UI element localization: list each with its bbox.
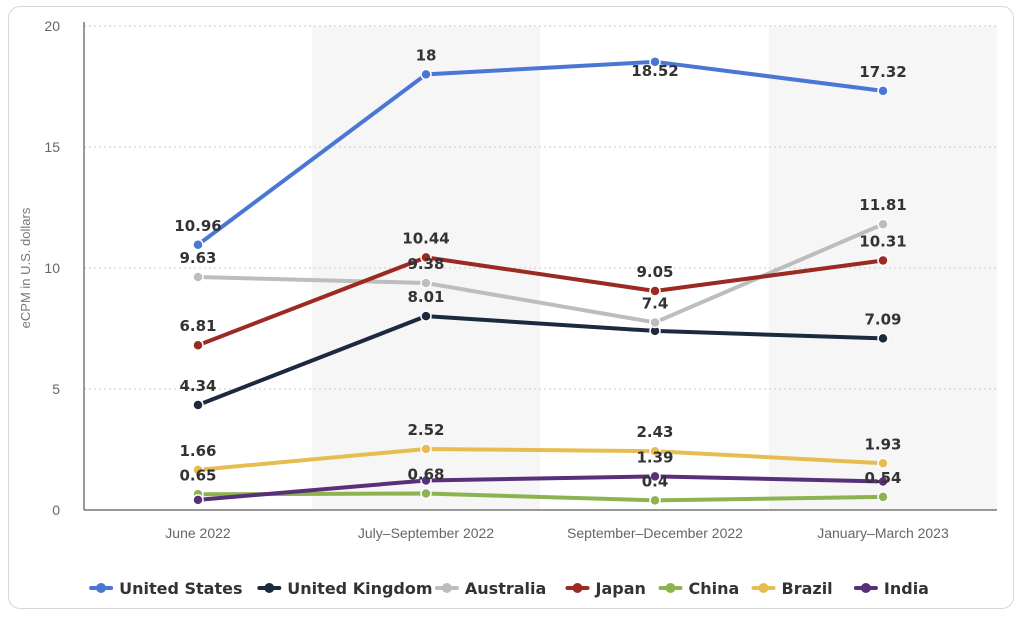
data-point[interactable] — [192, 399, 204, 411]
data-point[interactable] — [877, 85, 889, 97]
data-label: 1.93 — [864, 435, 901, 453]
data-point[interactable] — [877, 254, 889, 267]
data-label: 7.4 — [642, 294, 669, 312]
legend-marker[interactable] — [264, 583, 275, 593]
data-label: 1.66 — [179, 442, 216, 460]
series-line-australia — [196, 222, 885, 325]
data-point[interactable] — [649, 316, 661, 329]
legend-item-china[interactable]: China — [689, 579, 740, 598]
legend-marker[interactable] — [572, 583, 583, 593]
legend-item-united-kingdom[interactable]: United Kingdom — [287, 579, 432, 598]
data-label: 2.52 — [407, 421, 444, 439]
legend-item-japan[interactable]: Japan — [595, 579, 646, 598]
data-point[interactable] — [420, 68, 432, 81]
data-label: 10.96 — [174, 217, 221, 235]
data-label: 18 — [416, 46, 437, 64]
y-tick-label: 15 — [44, 139, 60, 155]
data-point[interactable] — [420, 310, 432, 322]
data-label: 9.05 — [636, 263, 673, 281]
data-label: 9.63 — [179, 249, 216, 267]
legend-marker[interactable] — [665, 583, 676, 593]
legend-item-brazil[interactable]: Brazil — [782, 579, 833, 598]
data-point[interactable] — [420, 251, 432, 264]
y-tick-label: 0 — [52, 502, 60, 518]
data-point[interactable] — [192, 239, 204, 251]
data-point[interactable] — [420, 277, 432, 289]
data-point[interactable] — [420, 474, 432, 487]
data-label: 8.01 — [407, 288, 444, 306]
y-axis-title: eCPM in U.S. dollars — [18, 207, 33, 328]
legend-item-india[interactable]: India — [884, 579, 929, 598]
data-point[interactable] — [877, 475, 889, 488]
series-line-japan — [196, 255, 885, 348]
x-tick-label: June 2022 — [165, 525, 231, 541]
data-point[interactable] — [420, 487, 432, 500]
series-line-brazil — [196, 447, 885, 472]
data-point[interactable] — [192, 271, 204, 283]
data-label: 10.44 — [402, 229, 449, 247]
data-point[interactable] — [877, 491, 889, 503]
data-point[interactable] — [192, 464, 204, 476]
legend-marker[interactable] — [758, 583, 769, 593]
data-point[interactable] — [877, 218, 889, 230]
data-label: 0.54 — [864, 469, 901, 487]
series-line-india — [196, 474, 885, 502]
data-point[interactable] — [649, 285, 661, 297]
data-point[interactable] — [877, 332, 889, 345]
data-label: 9.38 — [407, 255, 444, 273]
legend-marker[interactable] — [96, 583, 107, 593]
y-tick-label: 5 — [52, 381, 60, 397]
data-label: 2.43 — [636, 423, 673, 441]
data-label: 1.39 — [636, 448, 673, 466]
data-label: 10.31 — [859, 232, 906, 250]
data-label: 18.52 — [631, 62, 678, 80]
data-point[interactable] — [420, 443, 432, 455]
series-line-china — [196, 491, 885, 503]
series-line-united-kingdom — [196, 314, 885, 407]
legend-marker[interactable] — [860, 583, 871, 593]
data-label: 0.65 — [179, 466, 216, 484]
x-tick-label: January–March 2023 — [817, 525, 949, 541]
data-point[interactable] — [649, 470, 661, 483]
data-label: 6.81 — [179, 317, 216, 335]
y-tick-label: 20 — [44, 18, 60, 34]
legend-item-australia[interactable]: Australia — [465, 579, 546, 598]
data-point[interactable] — [877, 457, 889, 470]
data-label: 0.68 — [407, 466, 444, 484]
legend-item-united-states[interactable]: United States — [119, 579, 242, 598]
data-label: 17.32 — [859, 63, 906, 81]
x-tick-label: September–December 2022 — [567, 525, 743, 541]
data-point[interactable] — [649, 445, 661, 457]
data-label: 7.09 — [864, 310, 901, 328]
data-label: 4.34 — [179, 377, 216, 395]
x-tick-label: July–September 2022 — [358, 525, 494, 541]
data-point[interactable] — [649, 494, 661, 507]
y-tick-label: 10 — [44, 260, 60, 276]
data-point[interactable] — [192, 494, 204, 506]
data-point[interactable] — [649, 56, 661, 68]
data-point[interactable] — [192, 339, 204, 351]
data-label: 11.81 — [859, 196, 906, 214]
series-line-united-states — [196, 59, 885, 247]
data-label: 0.4 — [642, 472, 669, 490]
legend-marker[interactable] — [441, 583, 452, 593]
